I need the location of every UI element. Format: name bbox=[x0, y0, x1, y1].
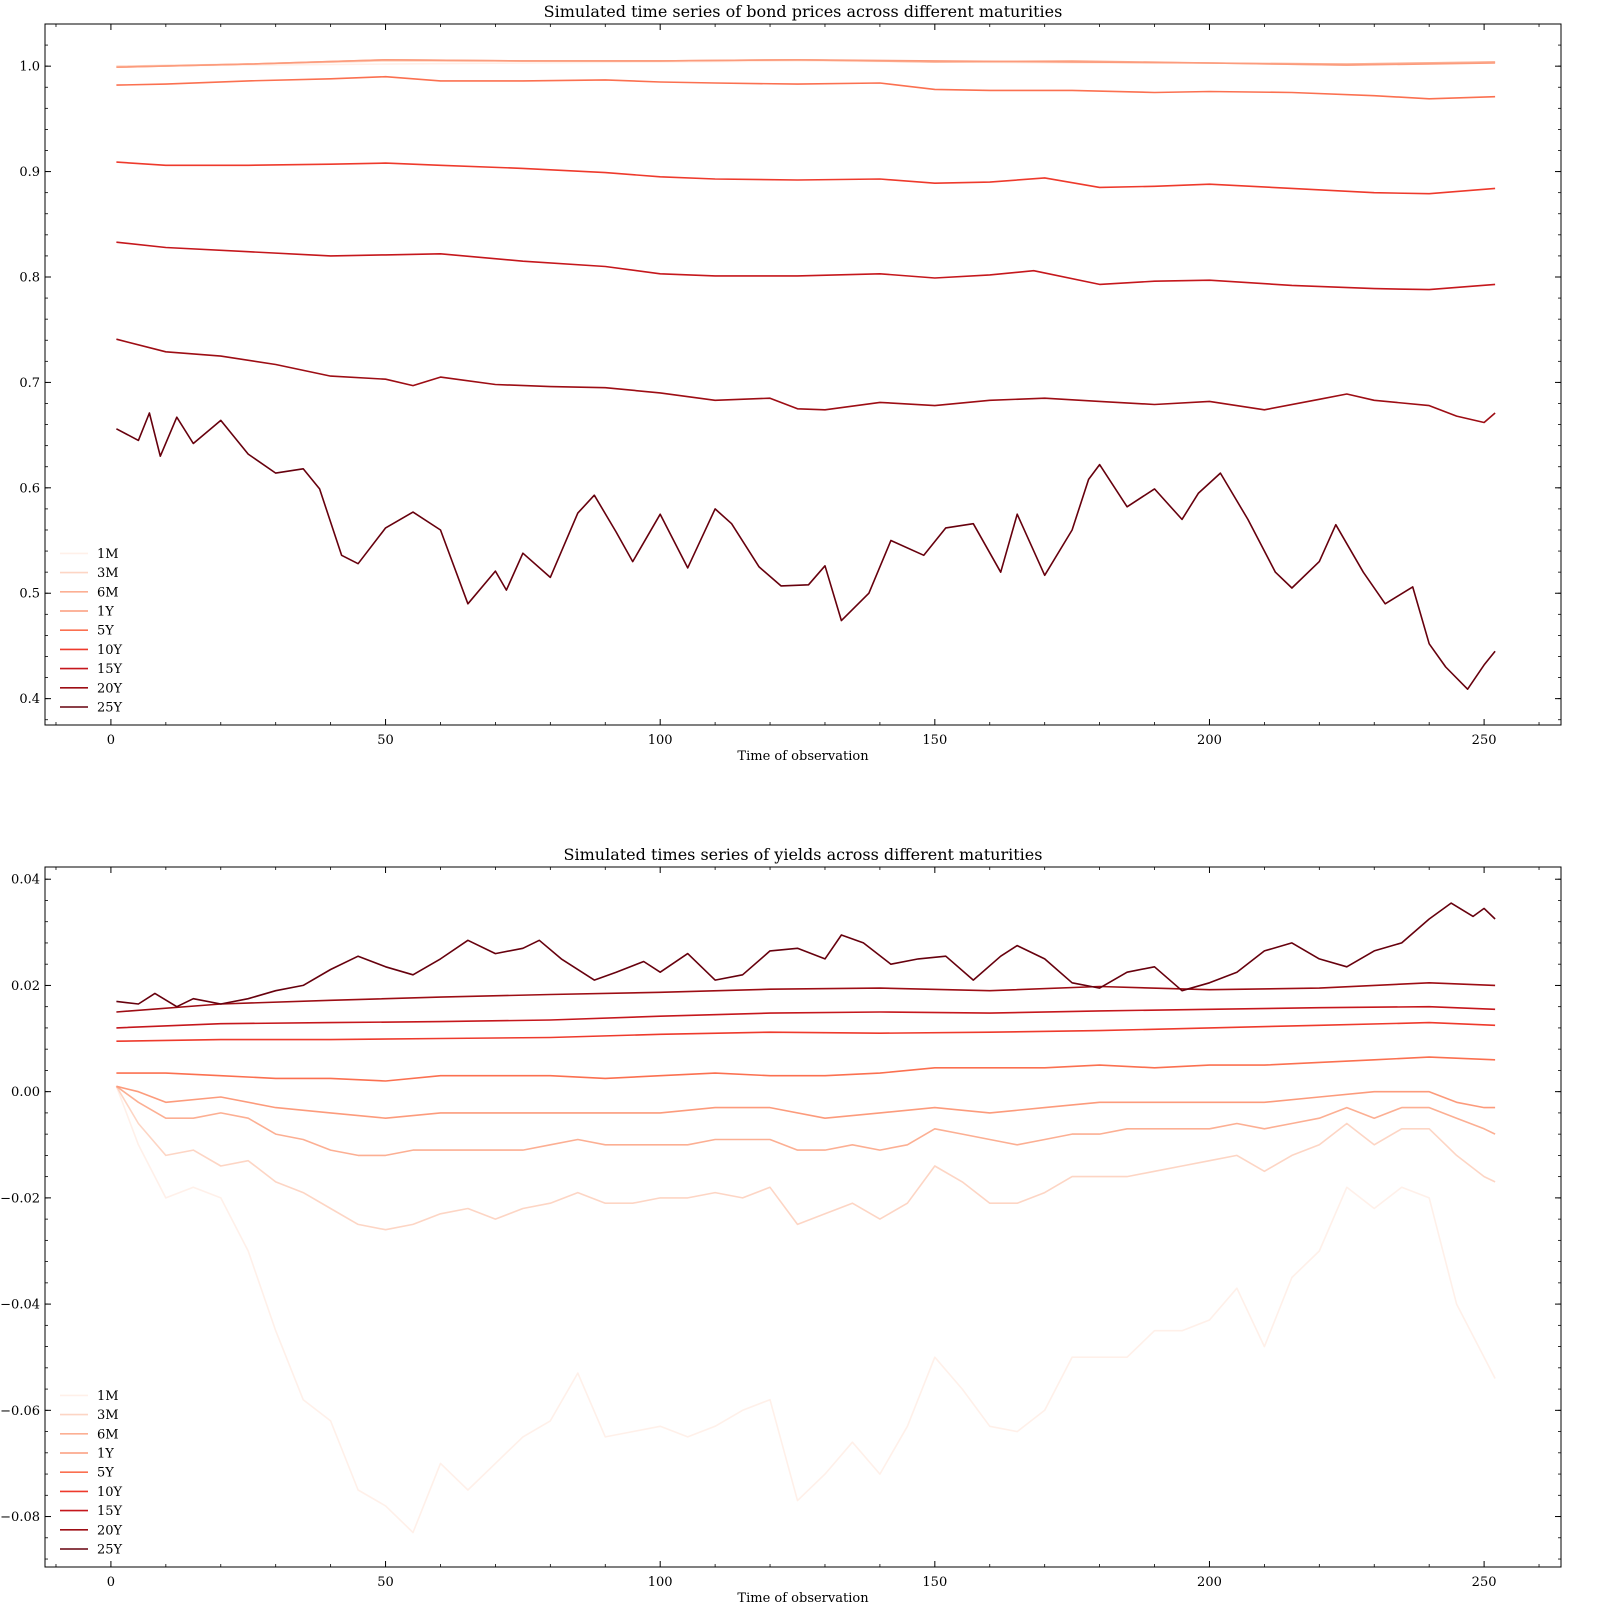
legend-item-1m: 1M bbox=[60, 547, 119, 562]
x-tick-label: 50 bbox=[377, 1575, 394, 1590]
legend-label: 3M bbox=[97, 1408, 119, 1423]
series-line-5y bbox=[116, 1056, 1496, 1082]
legend-label: 1Y bbox=[97, 1447, 114, 1462]
series-line-25y bbox=[116, 902, 1496, 1008]
x-tick-label: 50 bbox=[377, 733, 394, 748]
series-line-6m bbox=[115, 1085, 1496, 1157]
y-tick-label: −0.08 bbox=[0, 1510, 40, 1525]
y-tick-label: 0.9 bbox=[19, 165, 40, 180]
y-tick-label: 0.4 bbox=[19, 692, 40, 707]
series-line-1y bbox=[116, 1085, 1496, 1119]
legend-item-6m: 6M bbox=[60, 1427, 119, 1442]
legend-label: 20Y bbox=[97, 1523, 123, 1538]
legend-item-15y: 15Y bbox=[60, 662, 123, 677]
legend-item-5y: 5Y bbox=[60, 1466, 114, 1481]
y-tick-label: 0.6 bbox=[19, 481, 40, 496]
legend-item-25y: 25Y bbox=[60, 701, 123, 716]
x-tick-label: 0 bbox=[107, 733, 115, 748]
y-tick-label: 0.02 bbox=[11, 979, 40, 994]
x-axis-label: Time of observation bbox=[737, 749, 869, 764]
legend-item-25y: 25Y bbox=[60, 1543, 123, 1558]
x-tick-label: 150 bbox=[922, 1575, 947, 1590]
y-tick-label: −0.06 bbox=[0, 1404, 40, 1419]
x-tick-label: 250 bbox=[1472, 733, 1497, 748]
x-tick-label: 200 bbox=[1197, 733, 1222, 748]
series-line-1m bbox=[115, 1086, 1496, 1534]
legend-label: 15Y bbox=[97, 1504, 123, 1519]
legend-item-3m: 3M bbox=[60, 566, 119, 581]
series-line-25y bbox=[116, 412, 1496, 690]
y-tick-label: 0.8 bbox=[19, 270, 40, 285]
y-tick-label: 0.5 bbox=[19, 587, 40, 602]
legend-label: 3M bbox=[97, 566, 119, 581]
legend-label: 15Y bbox=[97, 662, 123, 677]
legend-label: 25Y bbox=[97, 701, 123, 716]
legend-item-3m: 3M bbox=[60, 1408, 119, 1423]
y-tick-label: 0.00 bbox=[11, 1085, 40, 1100]
yields-chart: Simulated times series of yields across … bbox=[0, 845, 1562, 1604]
series-line-3m bbox=[115, 1085, 1496, 1231]
series-line-20y bbox=[116, 338, 1496, 424]
x-tick-label: 150 bbox=[922, 733, 947, 748]
series-line-10y bbox=[116, 161, 1496, 195]
legend-item-1y: 1Y bbox=[60, 1447, 114, 1462]
plot-frame bbox=[44, 866, 1562, 1568]
series-line-20y bbox=[116, 982, 1496, 1013]
x-tick-label: 250 bbox=[1472, 1575, 1497, 1590]
y-tick-label: −0.02 bbox=[0, 1191, 40, 1206]
legend-item-1y: 1Y bbox=[60, 605, 114, 620]
legend-item-20y: 20Y bbox=[60, 681, 123, 696]
series-line-10y bbox=[116, 1021, 1496, 1042]
legend-item-20y: 20Y bbox=[60, 1523, 123, 1538]
y-tick-label: 1.0 bbox=[19, 60, 40, 75]
series-line-15y bbox=[116, 241, 1496, 291]
x-tick-label: 100 bbox=[648, 1575, 673, 1590]
legend-label: 25Y bbox=[97, 1543, 123, 1558]
legend-item-1m: 1M bbox=[60, 1389, 119, 1404]
series-line-15y bbox=[116, 1005, 1496, 1029]
x-tick-label: 100 bbox=[648, 733, 673, 748]
x-tick-label: 200 bbox=[1197, 1575, 1222, 1590]
bond-prices-chart: Simulated time series of bond prices acr… bbox=[19, 2, 1562, 764]
legend-label: 5Y bbox=[97, 1466, 114, 1481]
y-tick-label: −0.04 bbox=[0, 1298, 40, 1313]
legend-label: 10Y bbox=[97, 643, 123, 658]
legend-item-15y: 15Y bbox=[60, 1504, 123, 1519]
legend-label: 6M bbox=[97, 1427, 119, 1442]
series-line-5y bbox=[116, 75, 1496, 100]
legend-label: 1M bbox=[97, 1389, 119, 1404]
legend-item-10y: 10Y bbox=[60, 1485, 123, 1500]
legend-label: 5Y bbox=[97, 624, 114, 639]
legend-label: 6M bbox=[97, 585, 119, 600]
legend-label: 20Y bbox=[97, 681, 123, 696]
y-tick-label: 0.7 bbox=[19, 376, 40, 391]
series-line-1y bbox=[116, 59, 1496, 68]
chart-title: Simulated times series of yields across … bbox=[564, 845, 1043, 864]
legend-item-6m: 6M bbox=[60, 585, 119, 600]
legend-label: 1Y bbox=[97, 605, 114, 620]
chart-title: Simulated time series of bond prices acr… bbox=[544, 2, 1063, 21]
legend-label: 1M bbox=[97, 547, 119, 562]
legend-item-10y: 10Y bbox=[60, 643, 123, 658]
x-axis-label: Time of observation bbox=[737, 1591, 869, 1604]
x-tick-label: 0 bbox=[107, 1575, 115, 1590]
legend-label: 10Y bbox=[97, 1485, 123, 1500]
plot-frame bbox=[44, 23, 1562, 726]
legend-item-5y: 5Y bbox=[60, 624, 114, 639]
y-tick-label: 0.04 bbox=[11, 873, 40, 888]
